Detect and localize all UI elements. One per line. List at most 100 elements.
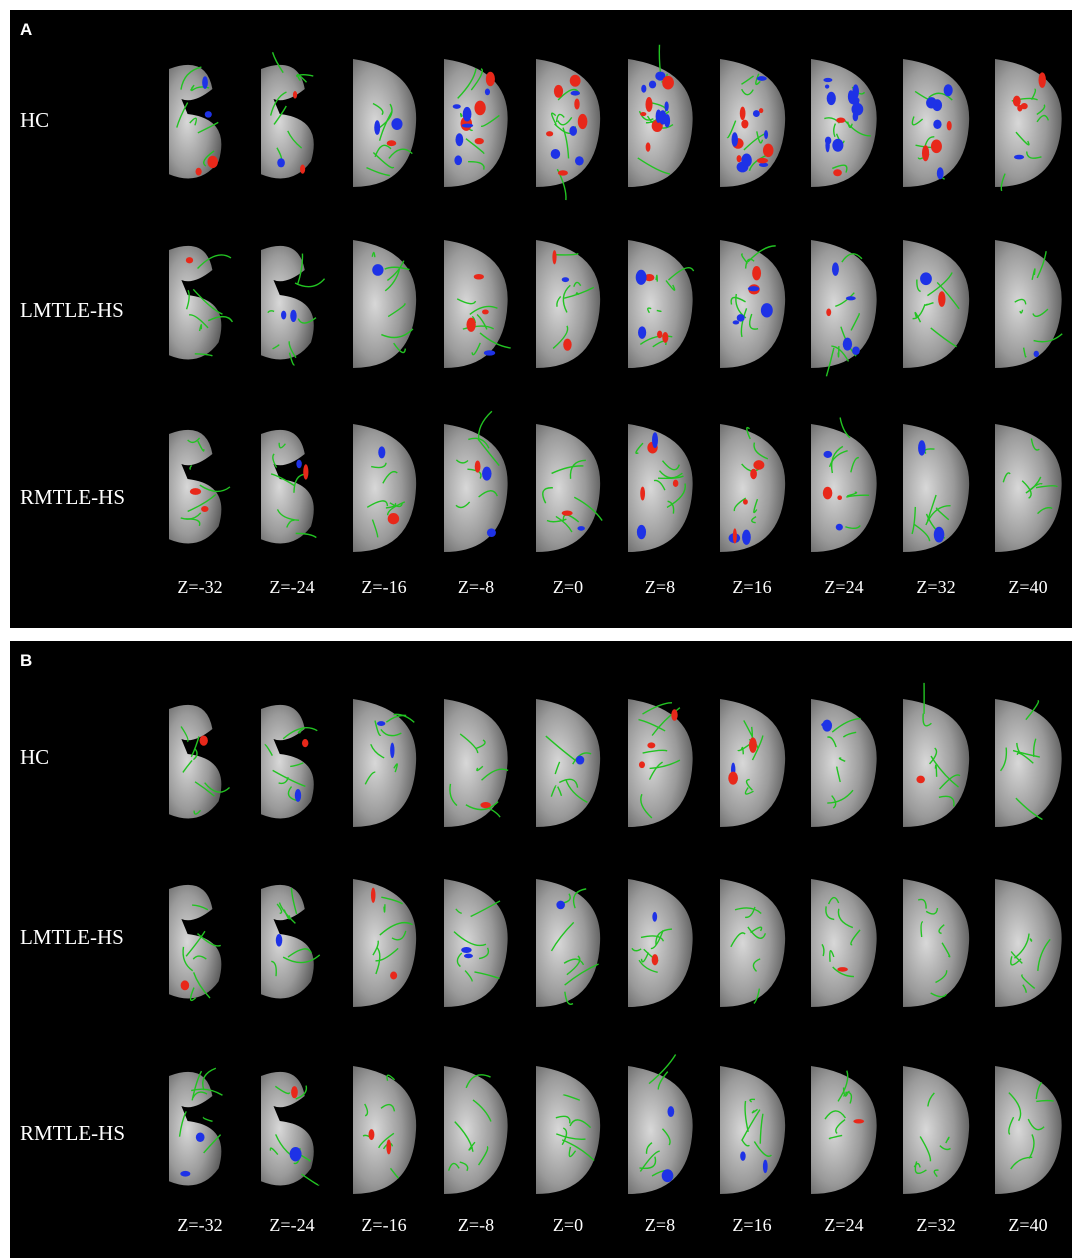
brain-tissue xyxy=(536,424,601,552)
tract-skeleton xyxy=(1021,480,1032,499)
tract-skeleton xyxy=(180,66,202,90)
tract-skeleton xyxy=(744,258,755,269)
tract-skeleton xyxy=(839,417,851,439)
tract-skeleton xyxy=(1035,1099,1054,1103)
brain-slice xyxy=(536,424,603,552)
tract-skeleton xyxy=(185,930,206,957)
brain-slice xyxy=(903,1066,970,1194)
brain-slice xyxy=(903,424,970,552)
brain-tissue xyxy=(903,424,970,552)
brain-tissue xyxy=(352,879,416,1007)
negative-cluster xyxy=(455,133,464,147)
positive-cluster xyxy=(836,117,846,123)
positive-cluster xyxy=(185,257,194,264)
z-label: Z=-32 xyxy=(177,577,223,597)
tract-skeleton xyxy=(638,959,658,974)
row-label-rmtle-hs: RMTLE-HS xyxy=(20,485,125,509)
negative-cluster xyxy=(636,524,646,540)
brain-slice xyxy=(536,240,601,368)
tract-skeleton xyxy=(740,1139,750,1147)
tract-skeleton xyxy=(465,801,499,811)
brain-tissue xyxy=(444,240,508,368)
tract-skeleton xyxy=(1029,938,1033,942)
negative-cluster xyxy=(826,91,837,106)
tract-skeleton xyxy=(914,311,922,323)
z-label: Z=-8 xyxy=(457,577,495,597)
tract-skeleton xyxy=(376,103,393,130)
brain-tissue xyxy=(536,879,601,1007)
tract-skeleton xyxy=(945,1136,950,1144)
brain-tissue xyxy=(444,879,508,1007)
negative-cluster xyxy=(289,1146,302,1162)
tract-skeleton xyxy=(845,525,862,530)
brain-tissue xyxy=(903,1066,970,1194)
positive-cluster xyxy=(474,100,486,116)
positive-cluster xyxy=(386,140,396,147)
tract-skeleton xyxy=(829,950,835,962)
tract-skeleton xyxy=(203,150,215,167)
positive-cluster xyxy=(736,155,741,163)
tract-skeleton xyxy=(924,448,935,454)
positive-cluster xyxy=(302,464,309,480)
tract-skeleton xyxy=(465,138,485,154)
z-label: Z=16 xyxy=(732,577,772,597)
brain-slice xyxy=(719,424,785,552)
tract-skeleton xyxy=(658,44,661,74)
tract-skeleton xyxy=(374,946,380,975)
brain-slice xyxy=(260,52,314,179)
brain-tissue xyxy=(352,240,416,368)
tract-skeleton xyxy=(271,52,284,74)
tract-skeleton xyxy=(561,1139,595,1162)
tract-skeleton xyxy=(838,757,846,762)
negative-cluster xyxy=(635,269,647,285)
tract-skeleton xyxy=(295,74,314,77)
tract-skeleton xyxy=(939,774,961,790)
z-label: Z=32 xyxy=(916,1215,956,1235)
tract-skeleton xyxy=(180,726,189,743)
brain-slice xyxy=(719,1066,785,1194)
tract-skeleton xyxy=(471,68,484,91)
tract-skeleton xyxy=(657,1071,669,1090)
positive-cluster xyxy=(577,113,588,130)
tract-skeleton xyxy=(833,123,837,138)
tract-skeleton xyxy=(202,1067,217,1091)
tract-skeleton xyxy=(189,987,197,1001)
brain-tissue xyxy=(444,699,508,827)
negative-cluster xyxy=(655,109,662,123)
positive-cluster xyxy=(466,317,477,332)
tract-skeleton xyxy=(274,1085,291,1095)
positive-cluster xyxy=(389,971,397,980)
negative-cluster xyxy=(575,755,585,765)
tract-skeleton xyxy=(653,479,666,491)
tract-skeleton xyxy=(456,952,463,968)
tract-skeleton xyxy=(479,332,511,349)
brain-tissue xyxy=(719,1066,785,1194)
tract-skeleton xyxy=(386,260,404,282)
brain-tissue xyxy=(994,879,1062,1007)
positive-cluster xyxy=(921,145,930,162)
tract-skeleton xyxy=(297,727,304,734)
positive-cluster xyxy=(732,528,737,544)
tract-skeleton xyxy=(1009,956,1022,966)
tract-skeleton xyxy=(479,947,490,960)
positive-cluster xyxy=(557,170,568,176)
tract-skeleton xyxy=(566,955,581,976)
tract-skeleton xyxy=(637,157,670,175)
tract-skeleton xyxy=(827,789,854,804)
positive-cluster xyxy=(752,460,764,470)
brain-slice xyxy=(811,1066,877,1194)
brain-slice xyxy=(444,699,509,827)
tract-skeleton xyxy=(562,1094,581,1101)
tract-skeleton xyxy=(740,75,754,85)
tract-skeleton xyxy=(465,1074,492,1089)
brain-slice xyxy=(444,879,508,1007)
tract-skeleton xyxy=(468,1141,476,1151)
negative-cluster xyxy=(454,155,463,166)
tract-skeleton xyxy=(929,747,938,765)
positive-cluster xyxy=(370,887,375,903)
brain-tissue xyxy=(994,59,1062,187)
tract-skeleton xyxy=(385,502,396,509)
negative-cluster xyxy=(389,742,395,759)
negative-cluster xyxy=(741,529,751,545)
z-label: Z=24 xyxy=(824,577,864,597)
